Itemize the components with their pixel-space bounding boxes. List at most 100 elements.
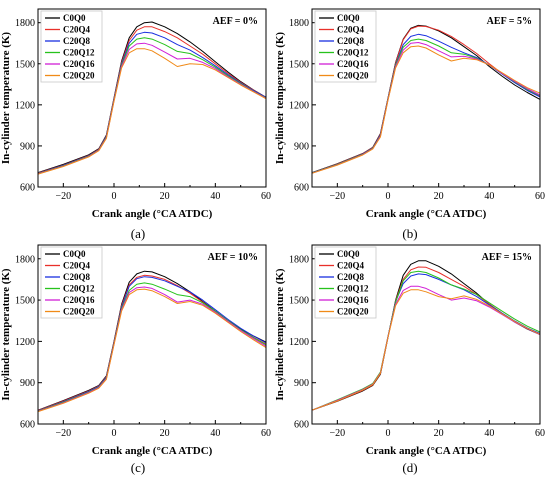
legend-label: C20Q8 (63, 272, 91, 282)
x-tick-label: 40 (484, 428, 494, 439)
y-tick-label: 1200 (15, 100, 35, 111)
panel-label: (d) (402, 460, 417, 475)
y-tick-label: 600 (294, 183, 309, 194)
x-axis-title: Crank angle (°CA ATDC) (366, 445, 487, 457)
legend-label: C20Q12 (63, 48, 95, 58)
legend-label: C20Q8 (337, 272, 365, 282)
x-tick-label: 0 (386, 428, 391, 439)
legend-label: C20Q20 (337, 307, 369, 317)
x-tick-label: −20 (56, 428, 72, 439)
y-tick-label: 600 (20, 420, 35, 431)
y-axis-title: In-cylinder temperature (K) (0, 32, 12, 165)
y-tick-label: 1500 (15, 296, 35, 307)
panel-label: (b) (402, 226, 417, 241)
legend-label: C20Q4 (337, 261, 365, 271)
legend-label: C20Q16 (337, 59, 369, 69)
legend-label: C20Q4 (63, 261, 91, 271)
legend-label: C0Q0 (337, 249, 360, 259)
legend-label: C0Q0 (63, 249, 86, 259)
legend-label: C0Q0 (337, 13, 360, 23)
y-tick-label: 900 (294, 141, 309, 152)
y-axis-title: In-cylinder temperature (K) (274, 32, 286, 165)
series-line-c20q20 (37, 48, 267, 175)
x-tick-label: 0 (112, 191, 117, 202)
chart-panel-4: −20 0 20 40 60 600 900 1200 1500 1800 Crank angle … (274, 244, 545, 475)
y-tick-label: 600 (20, 183, 35, 194)
legend-label: C20Q12 (63, 284, 95, 294)
x-tick-label: 40 (210, 191, 220, 202)
panel-label: (c) (131, 460, 145, 475)
x-tick-label: 20 (160, 428, 170, 439)
y-tick-label: 1500 (15, 59, 35, 70)
y-axis-title: In-cylinder temperature (K) (274, 268, 286, 401)
x-tick-label: 60 (535, 428, 545, 439)
y-tick-label: 1800 (15, 18, 35, 29)
panel-label: (a) (131, 226, 145, 241)
legend-box (40, 246, 103, 319)
legend-label: C20Q12 (337, 48, 369, 58)
legend-label: C20Q4 (63, 25, 91, 35)
legend-box (40, 10, 103, 83)
series-line-c20q20 (311, 289, 541, 411)
legend-label: C20Q16 (63, 59, 95, 69)
x-tick-label: −20 (330, 191, 346, 202)
y-tick-label: 1800 (289, 18, 309, 29)
y-axis-title: In-cylinder temperature (K) (0, 268, 12, 401)
x-tick-label: −20 (56, 191, 72, 202)
x-tick-label: 20 (434, 191, 444, 202)
aef-annotation: AEF = 10% (208, 252, 258, 263)
y-tick-label: 900 (294, 378, 309, 389)
x-tick-label: 60 (261, 191, 271, 202)
plot-frame (311, 8, 541, 188)
x-tick-label: 60 (535, 191, 545, 202)
y-tick-label: 1200 (289, 100, 309, 111)
y-tick-label: 1200 (289, 337, 309, 348)
x-tick-label: 0 (112, 428, 117, 439)
x-axis-title: Crank angle (°CA ATDC) (366, 208, 487, 220)
series-lines (37, 21, 267, 175)
plot-frame (311, 244, 541, 425)
x-tick-label: 0 (386, 191, 391, 202)
y-tick-label: 600 (294, 420, 309, 431)
chart-panel-1: −20 0 20 40 60 600 900 1200 1500 1800 Crank angle … (0, 8, 271, 241)
legend-label: C20Q20 (63, 71, 95, 81)
series-line-c20q20 (37, 288, 267, 413)
aef-annotation: AEF = 5% (487, 16, 532, 27)
legend-label: C20Q12 (337, 284, 369, 294)
x-tick-label: 40 (210, 428, 220, 439)
y-tick-label: 1200 (15, 337, 35, 348)
legend-label: C0Q0 (63, 13, 86, 23)
series-lines (311, 24, 541, 174)
legend-label: C20Q20 (63, 307, 95, 317)
x-tick-label: 60 (261, 428, 271, 439)
y-tick-label: 900 (20, 141, 35, 152)
y-tick-label: 1800 (15, 254, 35, 265)
plot-frame (37, 244, 267, 425)
x-axis-title: Crank angle (°CA ATDC) (92, 208, 213, 220)
plot-frame (37, 8, 267, 188)
x-tick-label: 40 (484, 191, 494, 202)
aef-annotation: AEF = 0% (213, 16, 258, 27)
legend-label: C20Q8 (337, 36, 365, 46)
series-lines (37, 270, 267, 413)
legend-box (314, 10, 377, 83)
chart-panel-2: −20 0 20 40 60 600 900 1200 1500 1800 Crank angle … (274, 8, 545, 241)
chart-panel-3: −20 0 20 40 60 600 900 1200 1500 1800 Crank angle … (0, 244, 271, 475)
x-tick-label: 20 (434, 428, 444, 439)
x-tick-label: 20 (160, 191, 170, 202)
aef-annotation: AEF = 15% (482, 252, 532, 263)
series-lines (311, 260, 541, 411)
y-tick-label: 1800 (289, 254, 309, 265)
legend-label: C20Q8 (63, 36, 91, 46)
legend-box (314, 246, 377, 319)
legend-label: C20Q16 (337, 295, 369, 305)
y-tick-label: 1500 (289, 59, 309, 70)
legend-label: C20Q20 (337, 71, 369, 81)
x-axis-title: Crank angle (°CA ATDC) (92, 445, 213, 457)
x-tick-label: −20 (330, 428, 346, 439)
y-tick-label: 900 (20, 378, 35, 389)
